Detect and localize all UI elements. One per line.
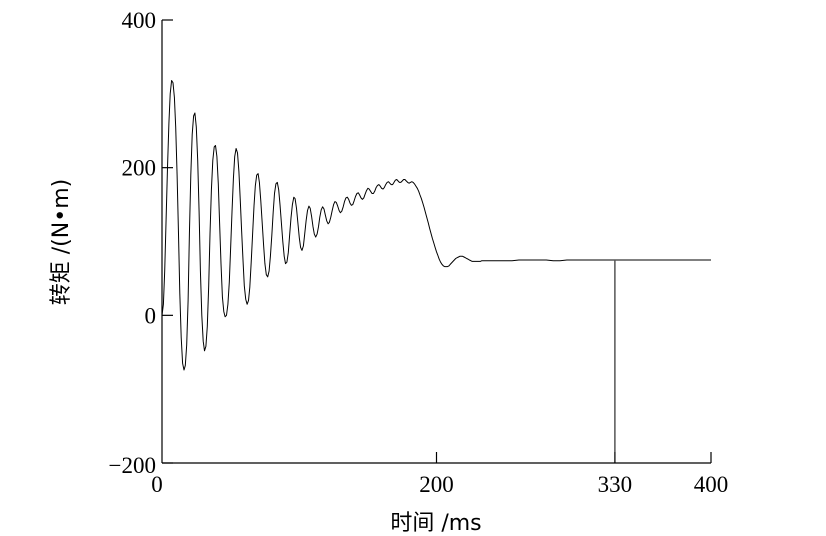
x-tick-label: 330 — [598, 472, 633, 497]
x-tick-label: 0 — [151, 472, 163, 497]
axes — [161, 20, 711, 464]
y-axis-title: 转矩 /(N•m) — [49, 179, 74, 305]
x-axis-title: 时间 /ms — [390, 511, 481, 536]
y-tick-label: 200 — [122, 156, 157, 181]
x-tick-label: 200 — [419, 472, 454, 497]
y-tick-label: 0 — [145, 303, 157, 328]
y-ticks: −200 0 200 400 — [109, 8, 173, 478]
x-ticks: 0 200 330 400 — [151, 452, 728, 497]
y-tick-label: −200 — [109, 453, 156, 478]
torque-series-line — [161, 80, 711, 463]
y-tick-label: 400 — [122, 8, 157, 33]
x-tick-label: 400 — [694, 472, 729, 497]
